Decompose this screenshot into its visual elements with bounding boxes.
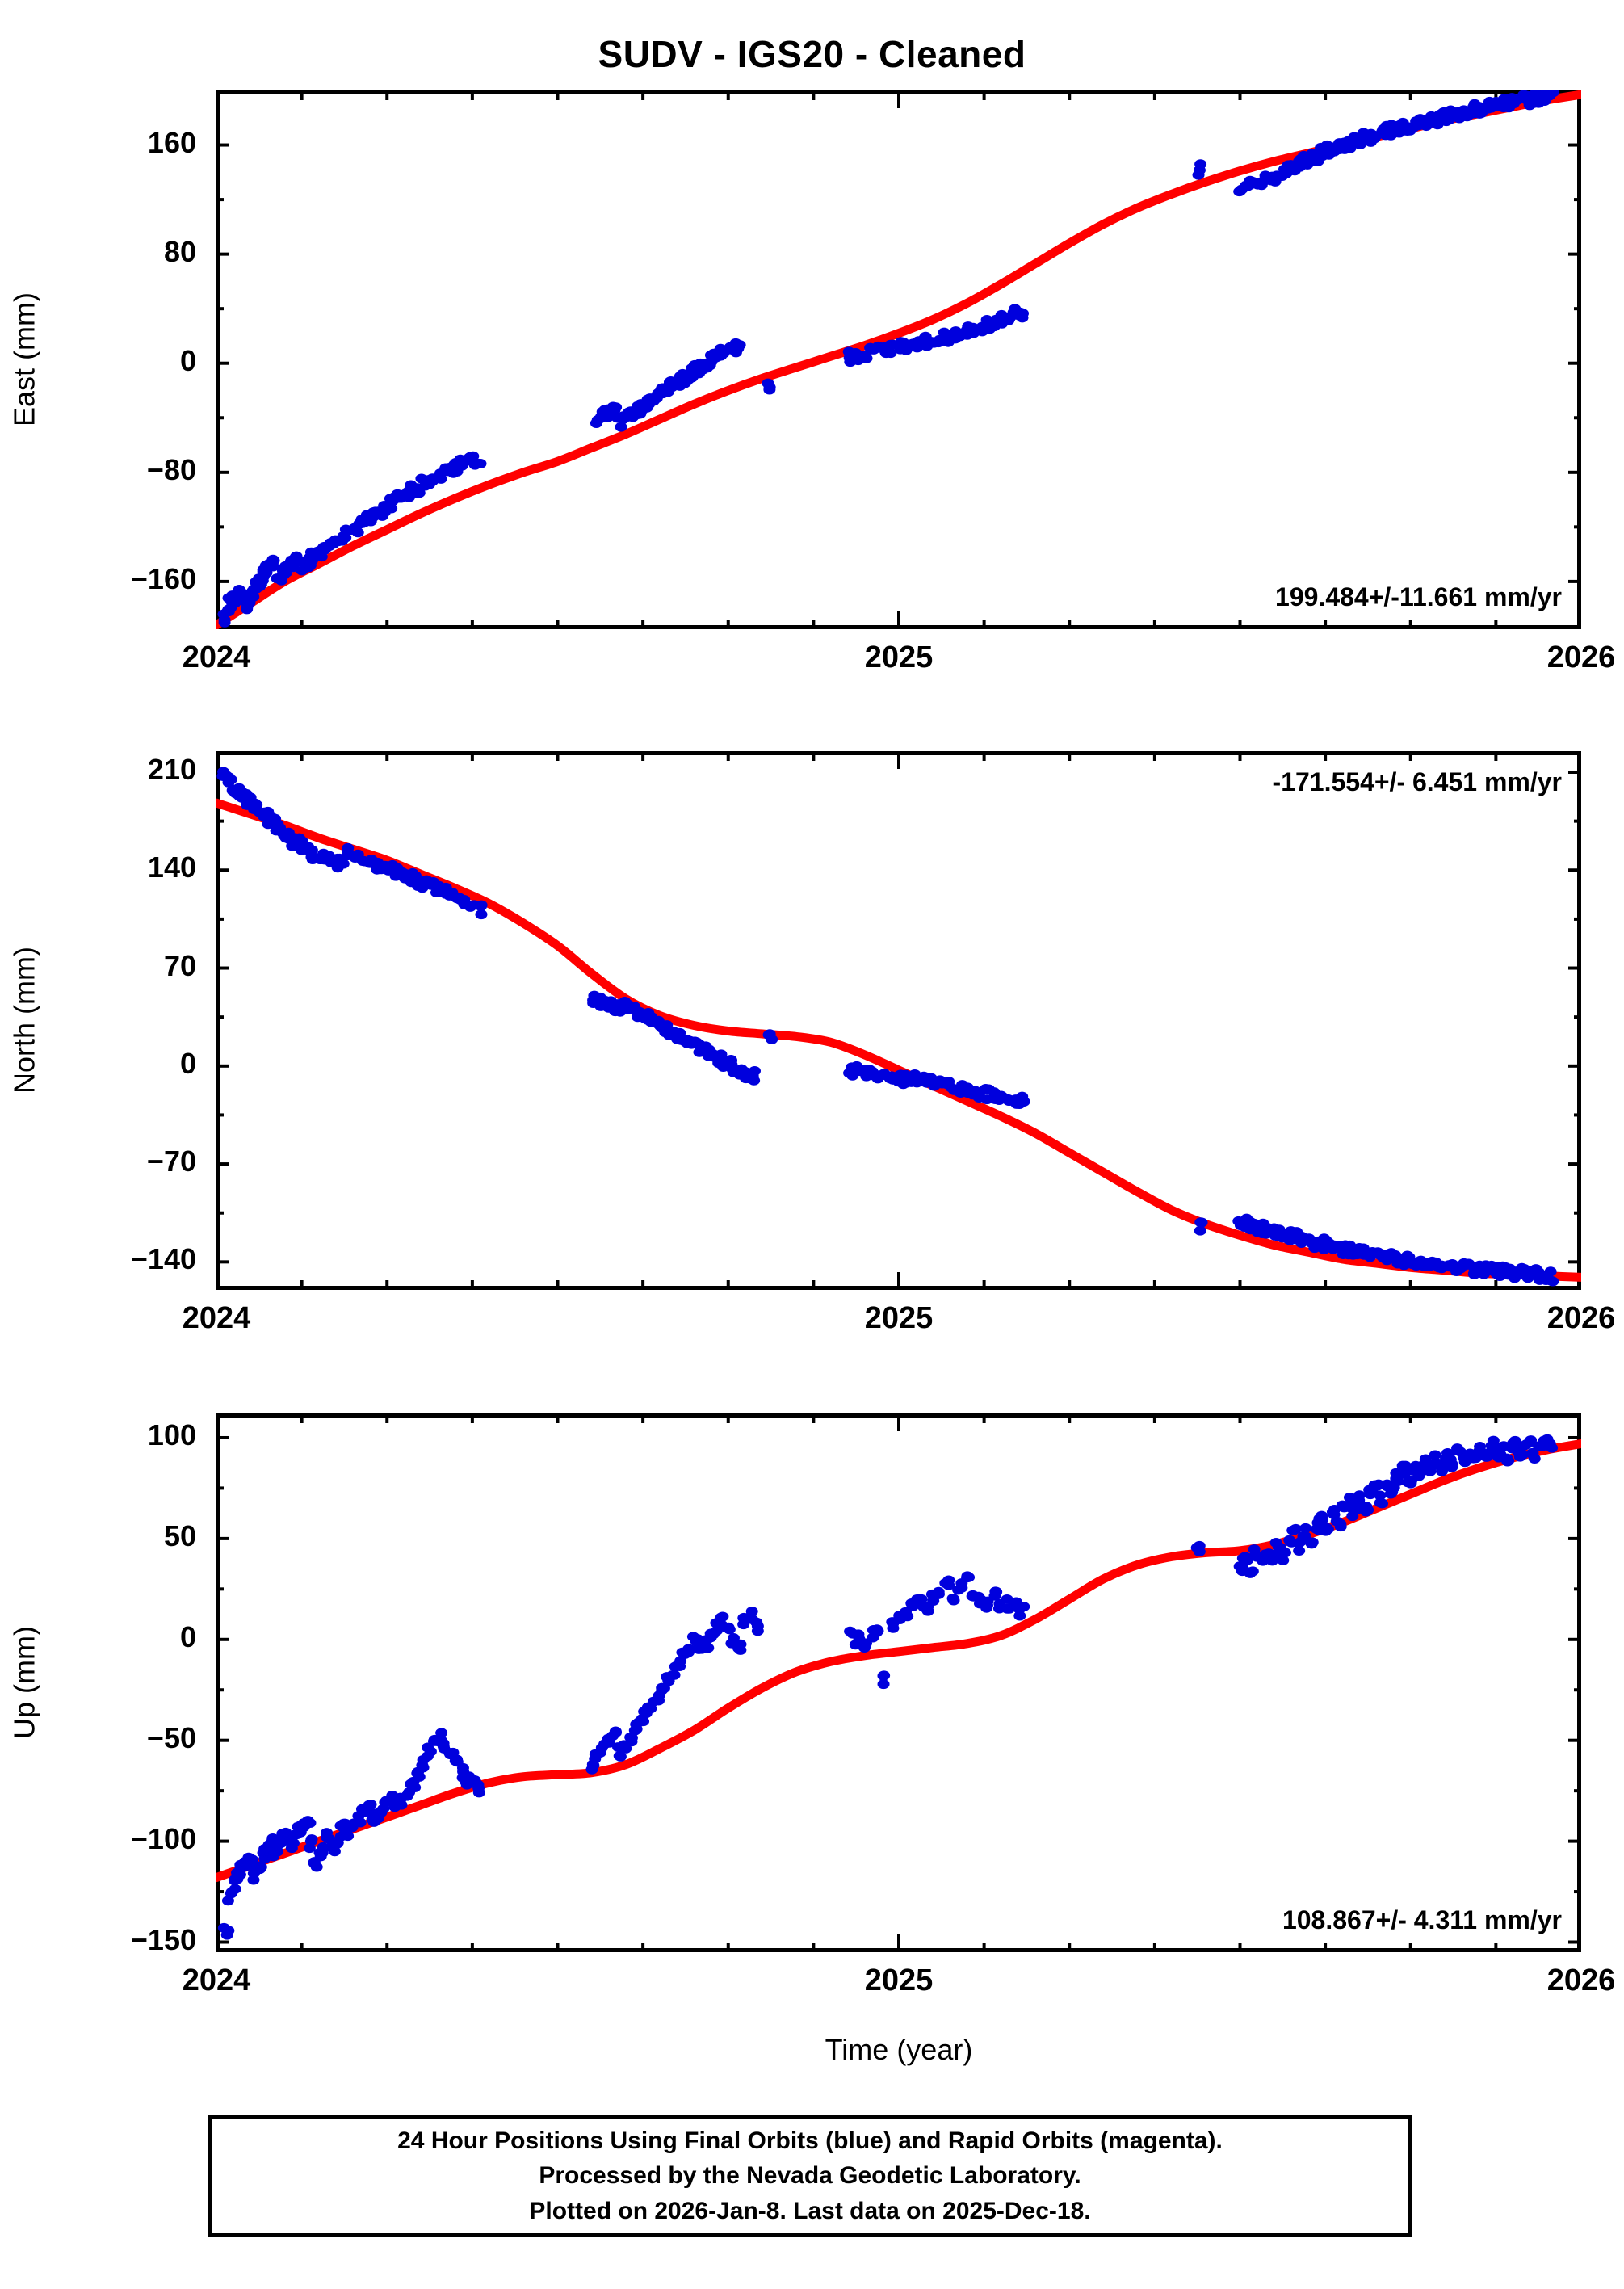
y-tick-label-north: −140: [130, 1242, 196, 1276]
y-tick-label-north: 0: [179, 1046, 196, 1080]
y-tick-label-east: −160: [130, 561, 196, 595]
panel-up: [216, 1413, 1581, 1952]
y-axis-label-up: Up (mm): [7, 1625, 40, 1739]
y-tick-label-north: −70: [146, 1144, 196, 1178]
y-tick-label-up: 100: [147, 1418, 196, 1451]
x-tick-label-east: 2026: [1546, 640, 1616, 674]
x-tick-label-up: 2024: [182, 1964, 251, 1997]
x-tick-label-north: 2025: [864, 1301, 934, 1335]
y-tick-label-up: 0: [179, 1619, 196, 1653]
x-tick-label-up: 2025: [864, 1964, 934, 1997]
footer-line-3: Plotted on 2026-Jan-8. Last data on 2025…: [529, 2197, 1091, 2224]
x-tick-label-north: 2026: [1546, 1301, 1616, 1335]
rate-annotation-north: -171.554+/- 6.451 mm/yr: [1272, 767, 1562, 796]
y-tick-label-east: 160: [147, 125, 196, 159]
y-tick-label-east: 0: [179, 343, 196, 377]
y-axis-label-east: East (mm): [7, 292, 40, 426]
x-tick-label-north: 2024: [182, 1301, 251, 1335]
panel-north: [216, 751, 1581, 1290]
footer-line-1: 24 Hour Positions Using Final Orbits (bl…: [397, 2127, 1223, 2154]
x-tick-label-east: 2025: [864, 640, 934, 674]
y-axis-label-north: North (mm): [7, 946, 40, 1094]
footer-line-2: Processed by the Nevada Geodetic Laborat…: [539, 2162, 1081, 2190]
y-tick-label-north: 140: [147, 850, 196, 884]
y-tick-label-up: −50: [146, 1720, 196, 1754]
y-tick-label-up: −100: [130, 1821, 196, 1855]
x-tick-label-east: 2024: [182, 640, 251, 674]
y-tick-label-up: −150: [130, 1922, 196, 1956]
page-title: SUDV - IGS20 - Cleaned: [598, 33, 1026, 75]
panel-east: [216, 90, 1581, 629]
rate-annotation-east: 199.484+/-11.661 mm/yr: [1275, 582, 1562, 611]
footer-caption-box: 24 Hour Positions Using Final Orbits (bl…: [208, 2115, 1412, 2237]
y-tick-label-east: −80: [146, 452, 196, 486]
y-tick-label-north: 210: [147, 752, 196, 786]
y-tick-label-up: 50: [163, 1518, 196, 1552]
y-tick-label-north: 70: [163, 948, 196, 982]
x-tick-label-up: 2026: [1546, 1964, 1616, 1997]
x-axis-label: Time (year): [825, 2033, 973, 2066]
y-tick-label-east: 80: [163, 234, 196, 268]
rate-annotation-up: 108.867+/- 4.311 mm/yr: [1282, 1905, 1562, 1934]
